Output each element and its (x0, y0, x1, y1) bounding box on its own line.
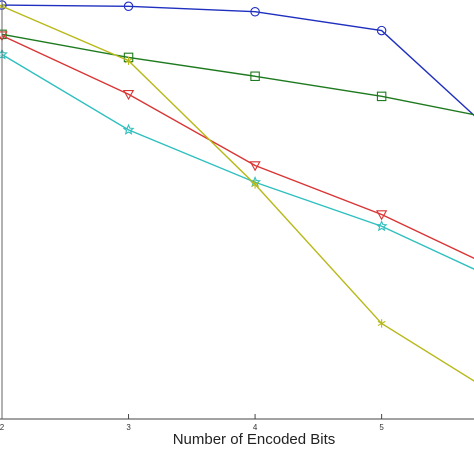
series-1-line (1, 4, 474, 117)
series-1-point-3 (123, 1, 134, 12)
x-tick-label-5: 5 (379, 423, 384, 432)
series-1-point-4 (250, 6, 260, 17)
series-2-line (1, 33, 474, 116)
series-4-point-3 (122, 123, 135, 135)
series-5-point-4 (251, 180, 259, 189)
series-5 (0, 2, 474, 382)
x-tick-label-4: 4 (253, 423, 258, 432)
series-3-point-4 (249, 161, 261, 172)
series-5-point-5-stroke (377, 320, 386, 327)
series-1-point-5 (376, 25, 387, 36)
x-axis-label: Number of Encoded Bits (173, 431, 336, 448)
series-3-line (1, 34, 474, 260)
series-5-point-3-stroke (124, 58, 133, 64)
x-tick-label-3: 3 (126, 423, 131, 432)
x-tick-label-2: 2 (0, 423, 5, 432)
series-2-point-4 (250, 71, 260, 82)
series-4-point-5 (375, 220, 388, 232)
series-5-point-5 (377, 319, 386, 328)
series-5-point-4-stroke (251, 181, 259, 187)
series-3-point-3 (122, 90, 135, 101)
series-3-point-5 (375, 210, 388, 221)
series-group (0, 0, 474, 382)
series-3 (0, 31, 474, 260)
series-1 (0, 0, 474, 117)
series-2-point-5 (376, 91, 387, 102)
series-5-point-3 (124, 56, 133, 65)
